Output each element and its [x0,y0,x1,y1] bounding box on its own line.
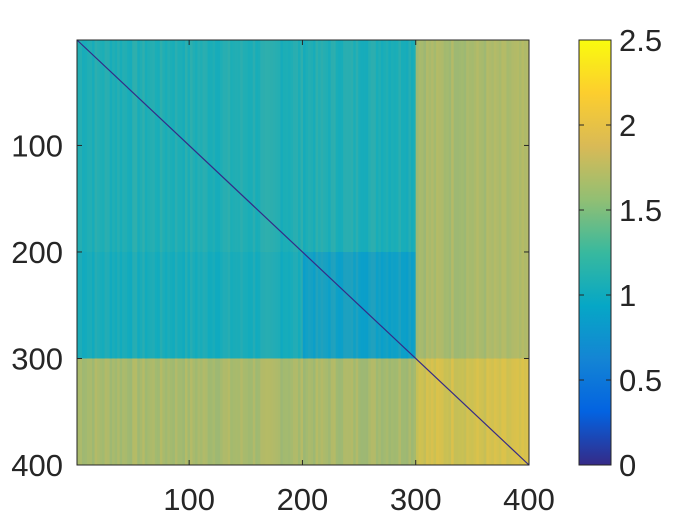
plot-border [76,39,530,466]
colorbar-tick-label: 1.5 [619,193,662,228]
axis-ticks [77,40,530,466]
x-tick-label: 400 [503,482,555,517]
y-tick-label: 300 [11,341,63,376]
x-tick-label: 300 [390,482,442,517]
y-tick-label: 400 [11,448,63,483]
colorbar-tick-labels: 0 0.5 1 1.5 2 2.5 [619,23,662,483]
diagonal-line [76,39,530,466]
colorbar-tick-label: 0 [619,448,636,483]
colorbar-ticks [579,39,611,466]
y-tick-label: 200 [11,235,63,270]
plot-area: 100 200 300 400 100 200 300 400 [11,39,555,517]
heatmap-block [415,40,529,359]
x-tick-label: 200 [277,482,329,517]
colorbar-tick-label: 2.5 [619,23,662,58]
y-tick-labels: 100 200 300 400 [11,128,63,483]
colorbar-tick-label: 1 [619,278,636,313]
heatmap-block [77,251,303,359]
colorbar-tick-label: 0.5 [619,363,662,398]
colorbar-tick-label: 2 [619,108,636,143]
heatmap-block [77,40,416,252]
x-tick-labels: 100 200 300 400 [163,482,555,517]
x-tick-label: 100 [163,482,215,517]
heatmap-block [77,358,416,465]
colorbar: 0 0.5 1 1.5 2 2.5 [578,23,662,483]
colorbar-gradient [578,39,612,466]
y-tick-label: 100 [11,128,63,163]
heatmap-blocks [77,40,529,465]
